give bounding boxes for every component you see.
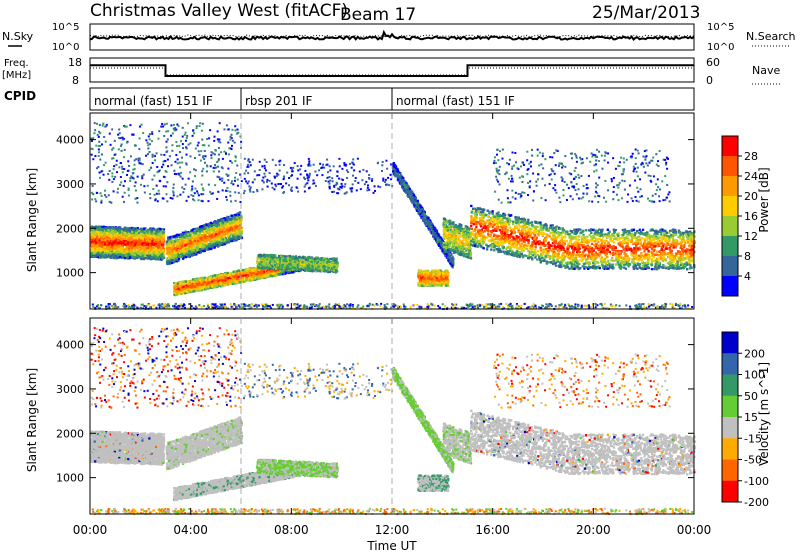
x-tick-label: 12:00: [375, 523, 410, 537]
x-tick-label: 00:00: [677, 523, 712, 537]
freq-panel: Freq. [MHz] 18 8 60 0 Nave CPID: [2, 56, 780, 103]
freq-unit: [MHz]: [2, 70, 31, 81]
colorbar-swatch: [722, 459, 738, 482]
colorbar-swatch: [722, 332, 738, 354]
y-tick-label: 1000: [56, 472, 84, 485]
nave-tick-top: 60: [706, 56, 720, 69]
cpid-segment-label: rbsp 201 IF: [245, 94, 312, 108]
colorbar-tick-label: 100: [744, 369, 765, 382]
colorbar-tick-label: -200: [744, 496, 769, 509]
y-tick-label: 3000: [56, 383, 84, 396]
colorbar-tick-label: 12: [744, 230, 758, 243]
noise-right-label: N.Search: [746, 30, 796, 43]
x-axis: 00:00 04:00 08:00 12:00 16:00 20:00 00:00: [73, 113, 712, 537]
colorbar-swatch: [722, 176, 738, 197]
colorbar-swatch: [722, 216, 738, 237]
power-panel: 1000 2000 3000 4000 Slant Range [km]: [25, 112, 697, 311]
colorbar-swatch: [722, 353, 738, 375]
colorbar-tick-label: 200: [744, 347, 765, 360]
colorbar-swatch: [722, 395, 738, 418]
beam-label: Beam 17: [340, 5, 416, 25]
x-tick-label: 08:00: [274, 523, 309, 537]
date-label: 25/Mar/2013: [592, 3, 700, 23]
colorbar-swatch: [722, 236, 738, 257]
nave-tick-bottom: 0: [706, 74, 713, 87]
y-tick-label: 4000: [56, 339, 84, 352]
colorbar-tick-label: 24: [744, 170, 758, 183]
colorbar-swatch: [722, 438, 738, 460]
y-tick-label: 1000: [56, 267, 84, 280]
colorbar-tick-label: 28: [744, 150, 758, 163]
freq-label: Freq.: [4, 58, 29, 69]
y-tick-label: 3000: [56, 178, 84, 191]
power-colorbar: 28 24 20 16 12 8 4: [721, 135, 758, 297]
velocity-colorbar-label: Velocity [m s^-1]: [757, 362, 771, 466]
noise-right-tick-top: 10^5: [707, 22, 734, 33]
velocity-ylabel: Slant Range [km]: [25, 368, 39, 472]
y-tick-label: 2000: [56, 222, 84, 235]
colorbar-swatch: [722, 374, 738, 397]
cpid-label: CPID: [4, 89, 36, 103]
colorbar-swatch: [722, 256, 738, 277]
noise-panel: N.Sky 10^5 10^0 10^5 10^0 N.Search: [2, 22, 796, 53]
colorbar-swatch: [722, 417, 738, 439]
colorbar-swatch: [722, 276, 738, 297]
power-ylabel: Slant Range [km]: [25, 168, 39, 272]
power-colorbar-label: Power [dB]: [757, 167, 771, 232]
colorbar-tick-label: 4: [744, 270, 751, 283]
noise-left-tick-top: 10^5: [52, 22, 79, 33]
x-tick-label: 16:00: [475, 523, 510, 537]
velocity-colorbar: 200 100 50 15 -15 -50 -100 -200: [721, 331, 769, 509]
x-tick-label: 04:00: [173, 523, 208, 537]
colorbar-tick-label: 20: [744, 190, 758, 203]
x-tick-label: 20:00: [576, 523, 611, 537]
colorbar-tick-label: -50: [744, 454, 762, 467]
station-title: Christmas Valley West (fitACF): [90, 1, 348, 21]
cpid-segment-label: normal (fast) 151 IF: [396, 94, 515, 108]
colorbar-tick-label: -100: [744, 475, 769, 488]
freq-tick-bottom: 8: [72, 74, 79, 87]
y-tick-label: 4000: [56, 134, 84, 147]
freq-tick-top: 18: [68, 56, 82, 69]
cpid-strip: normal (fast) 151 IF rbsp 201 IF normal (f…: [89, 87, 695, 111]
cpid-segment-label: normal (fast) 151 IF: [94, 94, 213, 108]
noise-right-tick-bottom: 10^0: [707, 42, 734, 53]
colorbar-swatch: [722, 156, 738, 177]
noise-left-tick-bottom: 10^0: [52, 42, 79, 53]
x-axis-label: Time UT: [366, 539, 417, 553]
colorbar-swatch: [722, 196, 738, 217]
velocity-panel: 1000 2000 3000 4000 Slant Range [km]: [25, 317, 697, 516]
colorbar-swatch: [722, 136, 738, 157]
colorbar-tick-label: 15: [744, 411, 758, 424]
x-tick-label: 00:00: [73, 523, 108, 537]
colorbar-tick-label: 50: [744, 390, 758, 403]
nave-label: Nave: [752, 64, 780, 77]
colorbar-tick-label: 16: [744, 210, 758, 223]
colorbar-tick-label: 8: [744, 250, 751, 263]
colorbar-swatch: [722, 480, 738, 503]
noise-left-label: N.Sky: [2, 30, 34, 43]
colorbar-tick-label: -15: [744, 432, 762, 445]
y-tick-label: 2000: [56, 427, 84, 440]
